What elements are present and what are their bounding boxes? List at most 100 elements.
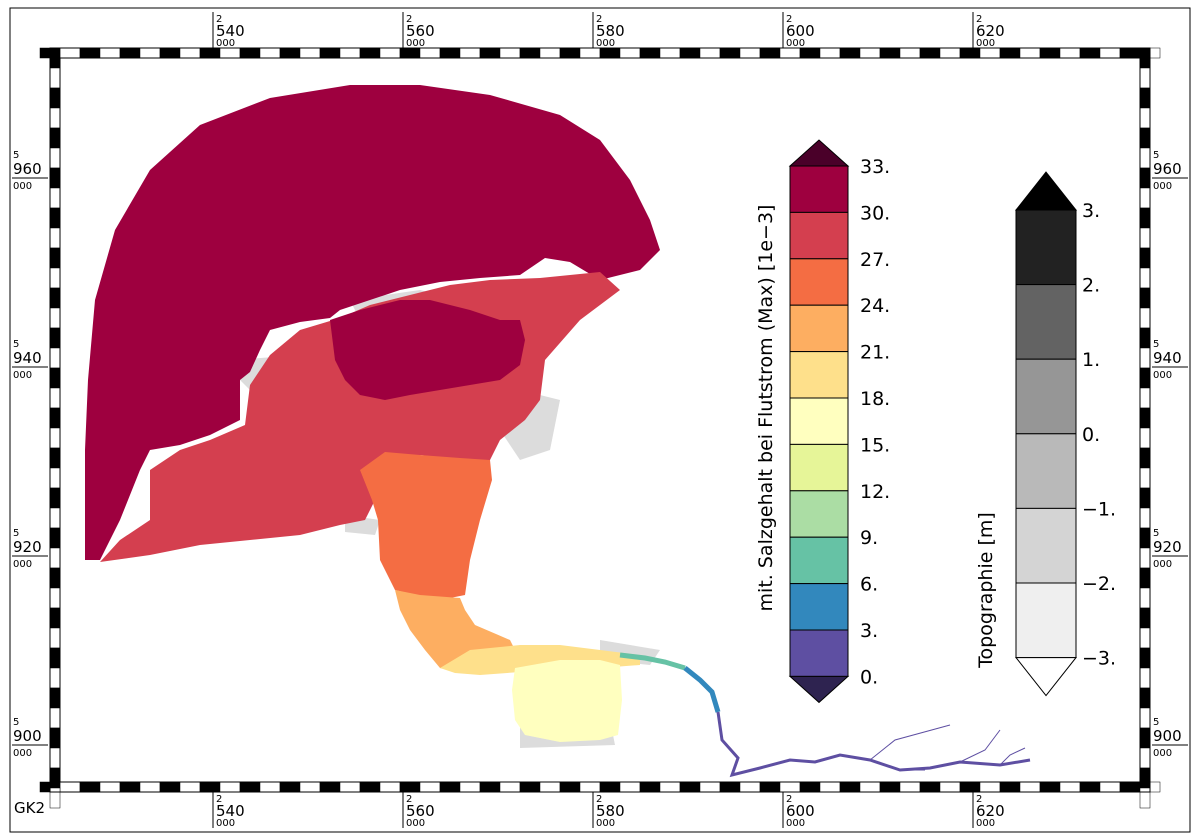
- northing-value: 900: [1153, 727, 1182, 745]
- border-segment: [299, 781, 321, 793]
- salinity-under-triangle: [788, 675, 850, 704]
- easting-suffix: 000: [976, 38, 995, 49]
- border-segment: [659, 781, 681, 793]
- salinity-legend-label: 27.: [860, 249, 890, 271]
- border-segment: [259, 47, 281, 59]
- border-segment: [859, 47, 881, 59]
- border-segment: [1139, 687, 1151, 709]
- border-segment: [49, 747, 61, 769]
- border-segment: [1139, 207, 1151, 229]
- topography-color-band: [1015, 433, 1077, 509]
- border-segment: [1119, 781, 1141, 793]
- border-segment: [879, 781, 901, 793]
- border-segment: [379, 47, 401, 59]
- border-segment: [539, 781, 561, 793]
- border-segment: [799, 781, 821, 793]
- border-segment: [1139, 447, 1151, 469]
- border-segment: [1139, 107, 1151, 129]
- northing-prefix: 5: [13, 528, 19, 539]
- border-segment: [49, 207, 61, 229]
- easting-prefix: 2: [976, 14, 982, 25]
- border-segment: [1139, 467, 1151, 489]
- easting-prefix: 2: [976, 794, 982, 805]
- border-segment: [699, 781, 721, 793]
- river-tributaries: [869, 724, 1026, 771]
- border-segment: [259, 781, 281, 793]
- border-segment: [1119, 47, 1141, 59]
- border-segment: [1139, 547, 1151, 569]
- salinity-color-band: [789, 304, 849, 353]
- border-segment: [239, 781, 261, 793]
- border-segment: [1059, 781, 1081, 793]
- border-segment: [139, 47, 161, 59]
- border-segment: [49, 527, 61, 549]
- border-segment: [49, 127, 61, 149]
- border-segment: [599, 781, 621, 793]
- topography-legend-label: −2.: [1082, 573, 1116, 595]
- border-segment: [899, 781, 921, 793]
- map-frame: [59, 57, 1141, 783]
- border-segment: [159, 781, 181, 793]
- border-segment: [119, 47, 141, 59]
- border-segment: [49, 587, 61, 609]
- border-segment: [179, 781, 201, 793]
- northing-prefix: 5: [1153, 717, 1159, 728]
- topography-legend-label: 1.: [1082, 349, 1100, 371]
- easting-value: 600: [786, 22, 815, 40]
- northing-prefix: 5: [13, 150, 19, 161]
- border-segment: [49, 307, 61, 329]
- border-segment: [49, 447, 61, 469]
- border-segment: [1139, 227, 1151, 249]
- border-segment: [49, 427, 61, 449]
- border-segment: [1139, 787, 1151, 809]
- border-segment: [49, 87, 61, 109]
- border-segment: [49, 227, 61, 249]
- salinity-legend-label: 6.: [860, 574, 878, 596]
- border-segment: [899, 47, 921, 59]
- border-segment: [359, 781, 381, 793]
- border-segment: [339, 781, 361, 793]
- border-segment: [1139, 367, 1151, 389]
- border-segment: [49, 267, 61, 289]
- border-segment: [859, 781, 881, 793]
- northing-suffix: 000: [13, 370, 32, 381]
- border-segment: [49, 687, 61, 709]
- topography-under-triangle: [1014, 657, 1078, 697]
- border-segment: [979, 47, 1001, 59]
- topography-legend-label: 3.: [1082, 200, 1100, 222]
- border-segment: [739, 781, 761, 793]
- northing-suffix: 000: [1153, 370, 1172, 381]
- topography-color-band: [1015, 582, 1077, 659]
- salinity-map: [85, 85, 1031, 778]
- salinity-legend-label: 21.: [860, 342, 890, 364]
- easting-prefix: 2: [786, 794, 792, 805]
- border-segment: [49, 607, 61, 629]
- border-segment: [219, 47, 241, 59]
- border-segment: [779, 781, 801, 793]
- easting-prefix: 2: [216, 14, 222, 25]
- salinity-color-band: [789, 351, 849, 399]
- border-segment: [59, 47, 81, 59]
- border-segment: [299, 47, 321, 59]
- border-segment: [1039, 47, 1061, 59]
- border-segment: [579, 781, 601, 793]
- easting-prefix: 2: [406, 14, 412, 25]
- border-segment: [939, 781, 961, 793]
- easting-prefix: 2: [596, 14, 602, 25]
- border-segment: [99, 781, 121, 793]
- easting-suffix: 000: [406, 38, 425, 49]
- border-segment: [739, 47, 761, 59]
- border-segment: [1139, 767, 1151, 789]
- northing-value: 940: [1153, 349, 1182, 367]
- border-segment: [1139, 727, 1151, 749]
- topography-legend-label: 2.: [1082, 275, 1100, 297]
- border-segment: [399, 47, 421, 59]
- tidal-flat-area: [235, 290, 660, 748]
- salinity-color-band: [789, 258, 849, 306]
- border-segment: [479, 781, 501, 793]
- border-segment: [939, 47, 961, 59]
- salinity-legend-label: 3.: [860, 620, 878, 642]
